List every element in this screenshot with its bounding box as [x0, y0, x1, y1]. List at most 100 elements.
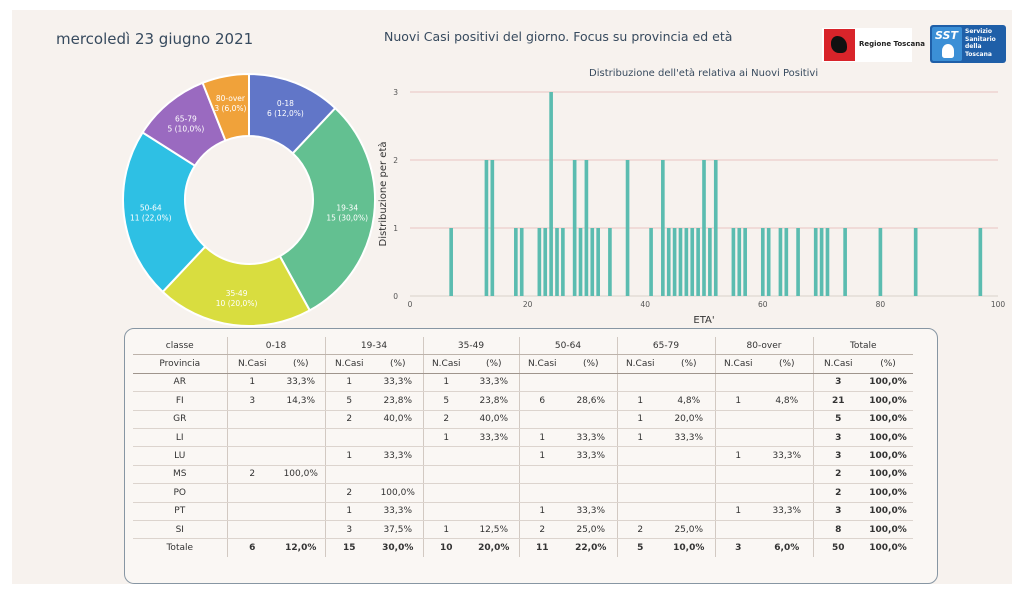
table-cell: 1	[324, 373, 373, 393]
age-bar-chart: 0 1 2 3 0 20 40 60 80 100 ETA' Distribuzione per et…	[377, 88, 1005, 326]
table-cell	[226, 520, 277, 540]
x-tick-label: 60	[758, 300, 768, 309]
table-cell	[226, 502, 277, 521]
age-bar	[696, 228, 700, 296]
age-bar	[596, 228, 600, 296]
table-cell: 33,3%	[373, 373, 423, 393]
row-total-pct-cell: 100,0%	[863, 502, 913, 521]
table-cell: 2	[422, 410, 469, 429]
table-cell: 1	[226, 373, 277, 393]
age-bar	[760, 228, 765, 296]
table-cell	[226, 446, 277, 466]
ncasi-header: N.Casi	[226, 354, 277, 374]
province-cell: GR	[133, 410, 227, 429]
table-cell	[761, 520, 813, 540]
y-tick-label: 3	[393, 88, 398, 97]
age-bar	[813, 228, 818, 296]
table-cell	[518, 483, 565, 503]
age-bar	[608, 228, 612, 296]
y-axis-title: Distribuzione per età	[377, 142, 389, 247]
classe-header: classe	[133, 337, 227, 356]
province-cell: LU	[133, 446, 227, 466]
ncasi-header: N.Casi	[616, 354, 663, 374]
report-date: mercoledì 23 giugno 2021	[56, 30, 254, 48]
row-total-cell: 5	[812, 410, 863, 429]
table-cell	[714, 373, 761, 393]
age-bar	[590, 228, 595, 296]
total-cell: 10,0%	[663, 538, 715, 557]
table-cell: 1	[616, 391, 663, 411]
total-cell: 12,0%	[277, 538, 325, 557]
table-cell	[616, 446, 663, 466]
province-age-table: classe 0-18 19-34 35-49 50-64 65-79 80-over Tot…	[133, 337, 913, 557]
table-cell	[226, 410, 277, 429]
age-bar	[672, 228, 677, 296]
donut-value-65-79: 5 (10,0%)	[167, 125, 204, 134]
table-cell: 6	[518, 391, 565, 411]
table-cell	[565, 483, 617, 503]
table-cell: 1	[714, 502, 761, 521]
row-total-cell: 3	[812, 502, 863, 521]
table-cell: 33,3%	[565, 446, 617, 466]
table-cell	[226, 483, 277, 503]
pct-header: (%)	[863, 354, 913, 374]
table-cell	[761, 465, 813, 485]
table-cell	[373, 465, 423, 485]
table-cell	[761, 428, 813, 448]
age-bar	[514, 228, 518, 296]
table-cell	[277, 483, 325, 503]
table-cell: 40,0%	[373, 410, 423, 429]
age-bar	[702, 160, 706, 296]
age-bar	[796, 228, 800, 296]
donut-value-35-49: 10 (20,0%)	[216, 299, 258, 308]
y-tick-label: 0	[393, 292, 398, 301]
table-cell: 3	[324, 520, 373, 540]
pct-header: (%)	[373, 354, 423, 374]
ncasi-header: N.Casi	[422, 354, 469, 374]
row-total-cell: 3	[812, 446, 863, 466]
table-cell	[663, 373, 715, 393]
age-bar	[713, 160, 718, 296]
table-cell: 1	[324, 446, 373, 466]
table-cell: 1	[616, 410, 663, 429]
row-total-pct-cell: 100,0%	[863, 465, 913, 485]
row-total-cell: 3	[812, 373, 863, 393]
donut-label-35-49: 35-49	[226, 289, 248, 298]
row-total-cell: 2	[812, 465, 863, 485]
province-cell: PT	[133, 502, 227, 521]
donut-slice-50-64	[122, 131, 207, 294]
table-cell	[518, 465, 565, 485]
pct-header: (%)	[761, 354, 813, 374]
table-cell	[761, 373, 813, 393]
age-bar	[843, 228, 847, 296]
table-cell	[565, 410, 617, 429]
age-group-header: 35-49	[422, 337, 519, 356]
row-total-cell: 21	[812, 391, 863, 411]
total-cell: 30,0%	[373, 538, 423, 557]
age-bar	[519, 228, 524, 296]
age-bar	[778, 228, 783, 296]
table-cell: 33,3%	[373, 502, 423, 521]
x-tick-label: 40	[640, 300, 650, 309]
donut-value-80-over: 3 (6,0%)	[214, 104, 246, 113]
table-cell	[469, 483, 519, 503]
table-cell: 2	[324, 483, 373, 503]
pegaso-flag-icon	[824, 29, 855, 61]
table-cell: 25,0%	[663, 520, 715, 540]
table-cell	[714, 465, 761, 485]
row-total-pct-cell: 100,0%	[863, 410, 913, 429]
total-cell: 20,0%	[469, 538, 519, 557]
table-cell	[422, 446, 469, 466]
provincia-header: Provincia	[133, 354, 227, 374]
table-cell	[277, 446, 325, 466]
donut-label-19-34: 19-34	[336, 203, 358, 212]
total-cell: 5	[616, 538, 663, 557]
total-label-cell: Totale	[133, 538, 227, 557]
table-cell: 1	[324, 502, 373, 521]
total-cell: 3	[714, 538, 761, 557]
sst-logo-text: Servizio Sanitario della Toscana	[965, 28, 996, 58]
table-cell: 20,0%	[663, 410, 715, 429]
table-cell: 40,0%	[469, 410, 519, 429]
row-total-pct-cell: 100,0%	[863, 520, 913, 540]
